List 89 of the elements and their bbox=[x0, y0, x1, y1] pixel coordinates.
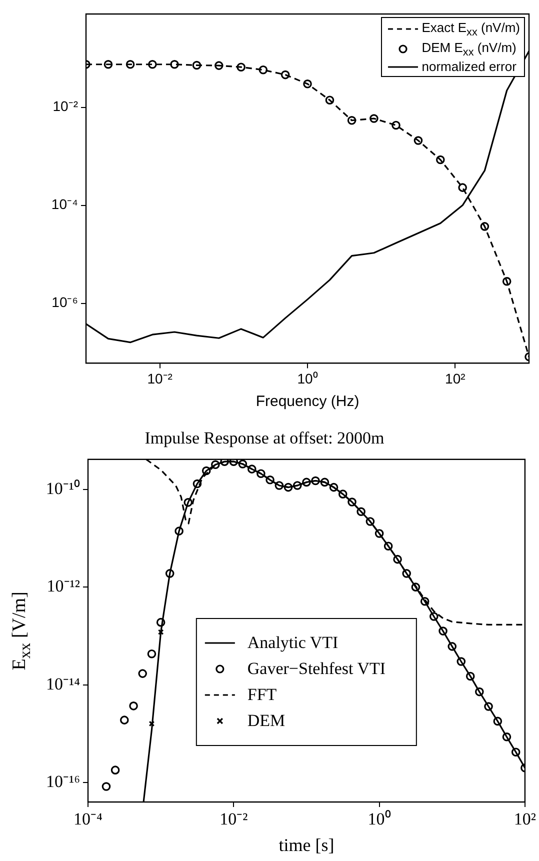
point bbox=[220, 459, 229, 466]
point bbox=[338, 490, 348, 498]
point bbox=[392, 120, 400, 130]
point bbox=[110, 766, 120, 774]
point bbox=[104, 60, 113, 69]
point bbox=[192, 479, 202, 488]
point bbox=[280, 70, 290, 80]
y-tick-label: 10⁻¹⁰ bbox=[46, 478, 80, 498]
point bbox=[302, 478, 311, 487]
point bbox=[165, 569, 174, 578]
point bbox=[274, 481, 284, 490]
legend-label: Exact E$_{xx}$ (nV/m) bbox=[422, 20, 520, 39]
x-tick-label: 10⁻² bbox=[147, 370, 173, 386]
point bbox=[458, 183, 467, 192]
point bbox=[126, 60, 135, 69]
point bbox=[214, 61, 224, 70]
point bbox=[303, 79, 312, 88]
point bbox=[384, 542, 393, 550]
point bbox=[511, 748, 520, 756]
x-tick-label: 10⁰ bbox=[368, 810, 391, 829]
x-tick-label: 10² bbox=[514, 810, 536, 829]
chart-title: Impulse Response at offset: 2000m bbox=[144, 428, 384, 448]
point bbox=[414, 136, 423, 145]
point bbox=[292, 481, 302, 490]
point bbox=[211, 460, 220, 470]
point bbox=[266, 476, 274, 484]
legend-label: DEM bbox=[247, 711, 286, 731]
point bbox=[436, 155, 445, 164]
point bbox=[466, 672, 475, 681]
point bbox=[348, 498, 356, 506]
point bbox=[229, 459, 238, 466]
y-tick-label: 10⁻¹⁴ bbox=[46, 674, 80, 694]
point bbox=[138, 669, 147, 678]
point bbox=[493, 716, 502, 726]
point bbox=[420, 596, 430, 606]
legend-label: FFT bbox=[247, 685, 277, 705]
point bbox=[374, 529, 384, 538]
point bbox=[430, 612, 438, 621]
point bbox=[170, 60, 179, 69]
point bbox=[402, 569, 411, 578]
point bbox=[325, 96, 334, 105]
point bbox=[102, 782, 111, 791]
x-tick-label: 10⁻² bbox=[220, 810, 248, 829]
point bbox=[147, 649, 156, 658]
legend-label: DEM E$_{xx}$ (nV/m) bbox=[422, 40, 516, 58]
point bbox=[202, 466, 211, 476]
x-tick-label: 10⁻⁴ bbox=[74, 810, 103, 829]
point bbox=[320, 478, 330, 487]
point bbox=[120, 716, 129, 724]
point bbox=[448, 642, 457, 651]
point bbox=[356, 507, 366, 516]
point bbox=[247, 464, 256, 474]
legend-label: normalized error bbox=[422, 59, 516, 74]
point bbox=[156, 618, 166, 627]
point bbox=[148, 60, 157, 69]
point bbox=[284, 482, 293, 492]
point bbox=[411, 582, 420, 592]
x-axis-title: time [s] bbox=[278, 834, 334, 855]
point bbox=[174, 526, 184, 536]
x-axis-title: Frequency (Hz) bbox=[256, 393, 360, 410]
legend-label: Gaver−Stehfest VTI bbox=[247, 659, 386, 679]
point bbox=[438, 626, 448, 636]
point bbox=[484, 702, 493, 711]
point bbox=[192, 60, 202, 70]
point bbox=[329, 482, 338, 492]
y-tick-label: 10⁻² bbox=[52, 98, 78, 114]
point bbox=[456, 657, 466, 666]
point bbox=[502, 732, 512, 742]
x-tick-label: 10⁰ bbox=[297, 370, 318, 386]
point bbox=[311, 476, 320, 486]
point bbox=[236, 62, 246, 72]
x-tick-label: 10² bbox=[445, 370, 466, 386]
point bbox=[184, 498, 193, 507]
point bbox=[129, 702, 138, 710]
point bbox=[502, 277, 512, 286]
y-tick-label: 10⁻⁴ bbox=[51, 196, 78, 212]
point bbox=[238, 460, 248, 468]
point bbox=[480, 222, 490, 231]
legend-label: Analytic VTI bbox=[247, 633, 338, 653]
point bbox=[366, 517, 375, 526]
y-tick-label: 10⁻¹² bbox=[46, 576, 80, 596]
y-tick-label: 10⁻⁶ bbox=[52, 294, 78, 310]
point bbox=[347, 116, 356, 125]
point bbox=[258, 65, 268, 74]
point bbox=[475, 687, 484, 696]
y-tick-label: 10⁻¹⁶ bbox=[46, 772, 80, 792]
point bbox=[256, 469, 266, 478]
point bbox=[370, 114, 378, 123]
point bbox=[393, 554, 402, 564]
